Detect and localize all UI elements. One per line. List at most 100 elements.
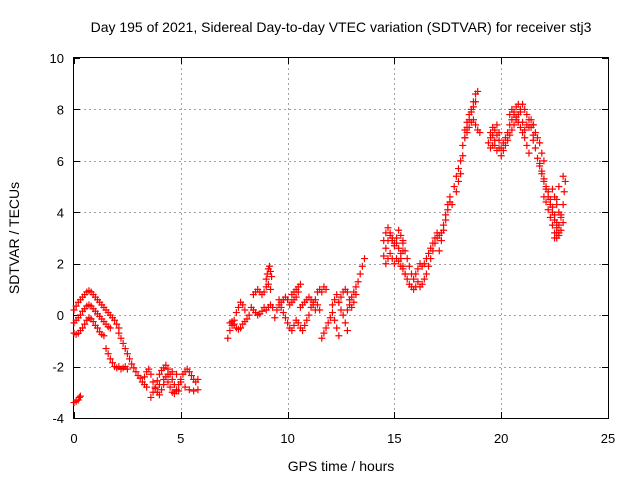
- data-point: [102, 345, 110, 353]
- data-point: [540, 193, 548, 201]
- data-point: [245, 311, 253, 319]
- data-point: [194, 375, 202, 383]
- data-point: [264, 280, 272, 288]
- data-point: [348, 293, 356, 301]
- data-point: [431, 234, 439, 242]
- data-point: [546, 195, 554, 203]
- data-point: [559, 201, 567, 209]
- data-point: [173, 370, 181, 378]
- data-point: [560, 188, 568, 196]
- data-point: [437, 237, 445, 245]
- data-point: [318, 334, 326, 342]
- data-point: [243, 315, 251, 323]
- data-point: [333, 291, 341, 299]
- data-point: [495, 136, 503, 144]
- data-point: [536, 139, 544, 147]
- data-point: [516, 108, 524, 116]
- data-point: [296, 280, 304, 288]
- data-point: [158, 386, 166, 394]
- data-point: [153, 377, 161, 385]
- data-point: [491, 141, 499, 149]
- y-tick-label: 0: [57, 308, 64, 323]
- data-point: [410, 275, 418, 283]
- data-point: [341, 319, 349, 327]
- data-point: [380, 237, 388, 245]
- data-point: [529, 121, 537, 129]
- data-point: [401, 270, 409, 278]
- data-point: [395, 226, 403, 234]
- data-point: [358, 262, 366, 270]
- grid-lines: [74, 58, 608, 418]
- data-point: [149, 378, 157, 386]
- y-tick-label: 8: [57, 102, 64, 117]
- data-point: [491, 126, 499, 134]
- data-point: [403, 275, 411, 283]
- data-point: [360, 255, 368, 263]
- data-point: [260, 288, 268, 296]
- data-point: [279, 309, 287, 317]
- data-point: [305, 311, 313, 319]
- data-point: [115, 329, 123, 337]
- data-point: [185, 368, 193, 376]
- data-point: [504, 129, 512, 137]
- data-point: [390, 260, 398, 268]
- data-point: [258, 307, 266, 315]
- data-point: [322, 324, 330, 332]
- data-point: [160, 375, 168, 383]
- data-point: [382, 260, 390, 268]
- data-point: [130, 364, 138, 372]
- data-point: [147, 393, 155, 401]
- data-point: [145, 365, 153, 373]
- data-point: [268, 273, 276, 281]
- data-point: [106, 355, 114, 363]
- data-point: [493, 121, 501, 129]
- data-point: [551, 211, 559, 219]
- data-point: [194, 386, 202, 394]
- data-point: [303, 316, 311, 324]
- data-point: [151, 383, 159, 391]
- data-point: [425, 262, 433, 270]
- data-point: [544, 188, 552, 196]
- data-point: [337, 293, 345, 301]
- x-tick-label: 10: [280, 431, 294, 446]
- data-point: [149, 388, 157, 396]
- data-point: [239, 301, 247, 309]
- data-point: [382, 244, 390, 252]
- data-point: [386, 249, 394, 257]
- data-point: [435, 247, 443, 255]
- data-point: [350, 288, 358, 296]
- data-point: [510, 108, 518, 116]
- x-tick-label: 20: [494, 431, 508, 446]
- data-point: [290, 321, 298, 329]
- data-point: [469, 103, 477, 111]
- data-point: [155, 370, 163, 378]
- data-point: [553, 195, 561, 203]
- chart-title: Day 195 of 2021, Sidereal Day-to-day VTE…: [91, 19, 592, 35]
- data-point: [76, 311, 84, 319]
- data-point: [267, 285, 275, 293]
- data-point: [311, 306, 319, 314]
- y-axis-label: SDTVAR / TECUs: [6, 182, 22, 294]
- data-point: [108, 359, 116, 367]
- data-point: [343, 288, 351, 296]
- data-point: [121, 345, 129, 353]
- data-point: [343, 306, 351, 314]
- data-point: [111, 316, 119, 324]
- data-point: [132, 368, 140, 376]
- data-point: [397, 231, 405, 239]
- data-point: [265, 262, 273, 270]
- data-point: [399, 262, 407, 270]
- data-point: [234, 303, 242, 311]
- data-point: [232, 309, 240, 317]
- data-point: [514, 100, 522, 108]
- data-point: [459, 152, 467, 160]
- data-point: [380, 252, 388, 260]
- data-point: [546, 213, 554, 221]
- data-point: [548, 203, 556, 211]
- data-point: [525, 123, 533, 131]
- data-point: [81, 320, 89, 328]
- data-point: [273, 306, 281, 314]
- data-point: [126, 355, 134, 363]
- data-point: [542, 183, 550, 191]
